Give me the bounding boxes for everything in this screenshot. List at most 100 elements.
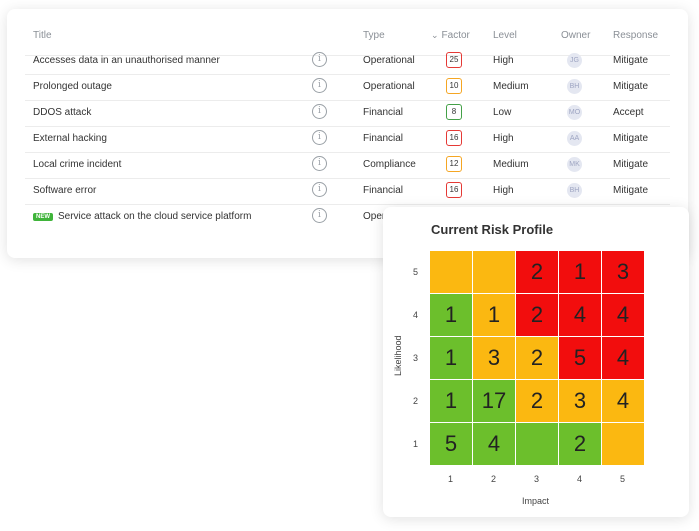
- row-type: Financial: [363, 107, 404, 118]
- table-row[interactable]: External hacking i Financial 16 High AA Mitiga…: [25, 126, 670, 153]
- owner-avatar[interactable]: MK: [567, 157, 582, 172]
- row-level: High: [493, 55, 514, 66]
- row-level: High: [493, 185, 514, 196]
- heatmap-cell[interactable]: [430, 251, 472, 293]
- row-title-text: DDOS attack: [33, 107, 92, 118]
- factor-badge: 10: [446, 78, 462, 94]
- likelihood-tick-label: 4: [413, 310, 419, 320]
- factor-badge: 16: [446, 130, 462, 146]
- heatmap-cell[interactable]: 2: [516, 294, 558, 336]
- row-title-text: Prolonged outage: [33, 81, 112, 92]
- heatmap-cell[interactable]: 4: [602, 380, 644, 422]
- info-icon[interactable]: i: [312, 52, 327, 67]
- row-title-text: Service attack on the cloud service plat…: [58, 211, 252, 222]
- heatmap-cell[interactable]: 4: [473, 423, 515, 465]
- row-response: Accept: [613, 107, 644, 118]
- likelihood-tick-label: 5: [413, 267, 419, 277]
- likelihood-tick-label: 3: [413, 353, 419, 363]
- heatmap-cell[interactable]: 3: [473, 337, 515, 379]
- heatmap-cell[interactable]: 4: [559, 294, 601, 336]
- heatmap-cell[interactable]: 5: [430, 423, 472, 465]
- row-title: Prolonged outage: [33, 81, 112, 92]
- row-title: Local crime incident: [33, 159, 121, 170]
- heatmap-cell[interactable]: [473, 251, 515, 293]
- owner-avatar[interactable]: AA: [567, 131, 582, 146]
- risk-profile-title: Current Risk Profile: [431, 222, 554, 237]
- info-icon[interactable]: i: [312, 130, 327, 145]
- header-title[interactable]: Title: [33, 30, 52, 41]
- table-row[interactable]: Software error i Financial 16 High BH Mitigate: [25, 178, 670, 205]
- impact-tick-label: 5: [620, 474, 626, 484]
- row-type: Financial: [363, 133, 404, 144]
- table-row[interactable]: Local crime incident i Compliance 12 Medium M…: [25, 152, 670, 179]
- row-title: External hacking: [33, 133, 107, 144]
- row-type: Operational: [363, 55, 415, 66]
- heatmap-cell[interactable]: 2: [516, 380, 558, 422]
- header-factor[interactable]: ⌄ Factor: [431, 30, 470, 41]
- owner-avatar[interactable]: MO: [567, 105, 582, 120]
- header-level[interactable]: Level: [493, 30, 517, 41]
- row-response: Mitigate: [613, 81, 649, 92]
- row-title-text: External hacking: [33, 133, 107, 144]
- factor-badge: 25: [446, 52, 462, 68]
- row-level: Medium: [493, 81, 529, 92]
- row-response: Mitigate: [613, 133, 649, 144]
- row-type: Operational: [363, 81, 415, 92]
- heatmap-cell[interactable]: 3: [602, 251, 644, 293]
- impact-axis-label: Impact: [522, 496, 550, 506]
- row-title: Software error: [33, 185, 96, 196]
- heatmap-cell[interactable]: 3: [559, 380, 601, 422]
- heatmap-cell[interactable]: 1: [430, 337, 472, 379]
- heatmap-cell[interactable]: [602, 423, 644, 465]
- heatmap-cell[interactable]: 5: [559, 337, 601, 379]
- row-title: Accesses data in an unauthorised manner: [33, 55, 220, 66]
- likelihood-axis-label: Likelihood: [393, 335, 403, 376]
- table-row[interactable]: Accesses data in an unauthorised manner i…: [25, 48, 670, 75]
- risk-profile-card: Current Risk Profile 2 1 3 1 1 2 4 4 1 3 2 5 4 1 17 2 3 4…: [383, 207, 689, 517]
- row-level: High: [493, 133, 514, 144]
- likelihood-tick-label: 1: [413, 439, 419, 449]
- info-icon[interactable]: i: [312, 156, 327, 171]
- owner-avatar[interactable]: BH: [567, 183, 582, 198]
- owner-avatar[interactable]: JG: [567, 53, 582, 68]
- table-row[interactable]: DDOS attack i Financial 8 Low MO Accept: [25, 100, 670, 127]
- heatmap-cell[interactable]: 2: [516, 251, 558, 293]
- row-title-text: Software error: [33, 185, 97, 196]
- heatmap-cell[interactable]: 4: [602, 337, 644, 379]
- owner-avatar[interactable]: BH: [567, 79, 582, 94]
- header-response[interactable]: Response: [613, 30, 659, 41]
- factor-badge: 12: [446, 156, 462, 172]
- table-row[interactable]: Prolonged outage i Operational 10 Medium BH Mi…: [25, 74, 670, 101]
- heatmap-cell[interactable]: 1: [559, 251, 601, 293]
- row-response: Mitigate: [613, 159, 649, 170]
- factor-badge: 16: [446, 182, 462, 198]
- heatmap-cell[interactable]: 1: [430, 294, 472, 336]
- header-type[interactable]: Type: [363, 30, 385, 41]
- info-icon[interactable]: i: [312, 104, 327, 119]
- table-header: Title Type ⌄ Factor Level Owner Response: [25, 27, 670, 56]
- impact-tick-label: 3: [534, 474, 540, 484]
- row-type: Financial: [363, 185, 404, 196]
- info-icon[interactable]: i: [312, 78, 327, 93]
- heatmap-cell[interactable]: 2: [516, 337, 558, 379]
- heatmap-cell[interactable]: 1: [430, 380, 472, 422]
- header-owner[interactable]: Owner: [561, 30, 591, 41]
- row-title: DDOS attack: [33, 107, 91, 118]
- impact-tick-label: 1: [448, 474, 454, 484]
- row-title-text: Accesses data in an unauthorised manner: [33, 55, 220, 66]
- heatmap-cell[interactable]: 1: [473, 294, 515, 336]
- heatmap-cell[interactable]: 4: [602, 294, 644, 336]
- info-icon[interactable]: i: [312, 182, 327, 197]
- factor-badge: 8: [446, 104, 462, 120]
- heatmap-cell[interactable]: 17: [473, 380, 515, 422]
- row-title-text: Local crime incident: [33, 159, 122, 170]
- header-factor-label: Factor: [441, 30, 470, 41]
- row-level: Medium: [493, 159, 529, 170]
- row-level: Low: [493, 107, 512, 118]
- likelihood-tick-label: 2: [413, 396, 419, 406]
- info-icon[interactable]: i: [312, 208, 327, 223]
- heatmap-cell[interactable]: [516, 423, 558, 465]
- heatmap-cell[interactable]: 2: [559, 423, 601, 465]
- impact-tick-label: 4: [577, 474, 583, 484]
- sort-chevron-down-icon[interactable]: ⌄: [431, 30, 439, 40]
